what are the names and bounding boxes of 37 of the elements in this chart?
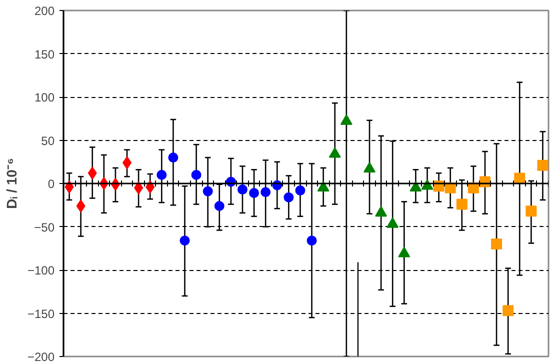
- point: [375, 206, 388, 217]
- point: [76, 199, 86, 212]
- point: [502, 305, 514, 316]
- point: [214, 201, 224, 211]
- point: [421, 179, 434, 190]
- point: [122, 156, 132, 170]
- point: [260, 187, 271, 198]
- point: [526, 206, 537, 217]
- point: [364, 162, 376, 172]
- point: [180, 236, 190, 246]
- y-tick-label: 150: [34, 47, 55, 62]
- point: [328, 147, 341, 158]
- point: [191, 170, 202, 180]
- point: [491, 238, 502, 250]
- y-tick-label: −200: [27, 350, 55, 364]
- point: [168, 152, 178, 163]
- y-tick-label: −100: [27, 264, 55, 278]
- point: [202, 186, 213, 196]
- y-tick-label: 100: [34, 90, 55, 104]
- point: [514, 172, 526, 184]
- point: [88, 166, 97, 180]
- y-tick-label: 50: [41, 134, 55, 148]
- point: [306, 236, 317, 246]
- point: [249, 188, 260, 198]
- y-tick-label: 0: [48, 177, 55, 191]
- point: [237, 184, 248, 195]
- point: [340, 114, 352, 125]
- y-tick-label: −50: [34, 220, 55, 234]
- y-tick-label: 200: [34, 4, 55, 18]
- point: [295, 185, 306, 196]
- point: [537, 160, 548, 171]
- y-axis-title: Dᵢ / 10⁻⁶: [3, 158, 20, 209]
- point: [456, 198, 468, 210]
- point: [134, 181, 144, 194]
- point: [284, 192, 294, 202]
- point: [156, 170, 167, 180]
- y-tick-label: −150: [27, 306, 55, 321]
